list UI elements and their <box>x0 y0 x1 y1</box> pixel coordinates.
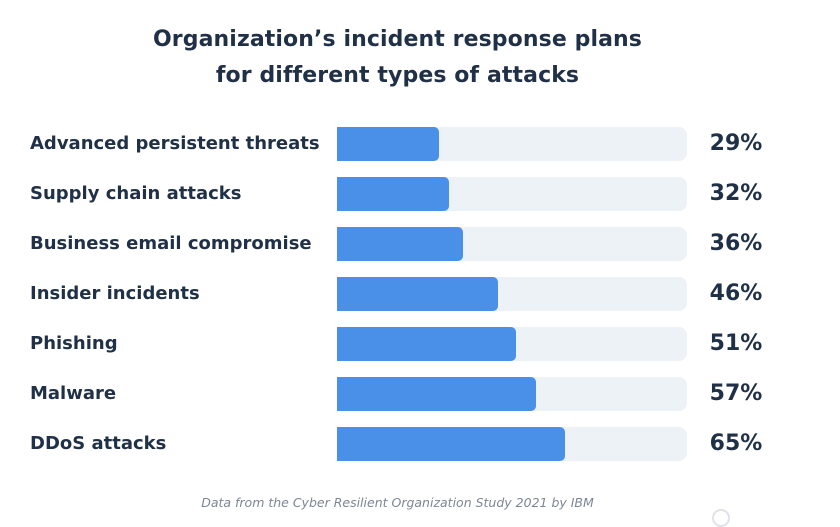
bar-track <box>337 127 687 161</box>
value-label: 32% <box>709 181 763 206</box>
category-label: Phishing <box>30 333 118 354</box>
chart-title-line-1: Organization’s incident response plans <box>153 27 642 52</box>
bar <box>337 127 439 161</box>
bar <box>337 177 449 211</box>
chart-title: Organization’s incident response plans f… <box>0 22 795 94</box>
chart-title-line-2: for different types of attacks <box>215 63 580 88</box>
value-label: 51% <box>709 331 763 356</box>
bar <box>337 327 516 361</box>
category-label: Insider incidents <box>30 283 200 304</box>
category-label: Malware <box>30 383 117 404</box>
bar-track <box>337 377 687 411</box>
bar <box>337 277 498 311</box>
bar-row: Business email compromise 36% <box>0 227 840 261</box>
bar-row: DDoS attacks 65% <box>0 427 840 461</box>
category-label: Business email compromise <box>30 233 312 254</box>
value-label: 46% <box>709 281 763 306</box>
bar-row: Supply chain attacks 32% <box>0 177 840 211</box>
value-label: 29% <box>709 131 763 156</box>
bar-row: Malware 57% <box>0 377 840 411</box>
bar-track <box>337 327 687 361</box>
bar-track <box>337 177 687 211</box>
category-label: DDoS attacks <box>30 433 167 454</box>
value-label: 36% <box>709 231 763 256</box>
bar <box>337 227 463 261</box>
circle-icon <box>712 509 730 527</box>
bar-row: Advanced persistent threats 29% <box>0 127 840 161</box>
bar-row: Insider incidents 46% <box>0 277 840 311</box>
category-label: Advanced persistent threats <box>30 133 320 154</box>
bar <box>337 427 565 461</box>
bar-track <box>337 227 687 261</box>
bar-track <box>337 277 687 311</box>
bar <box>337 377 536 411</box>
source-note: Data from the Cyber Resilient Organizati… <box>201 495 594 510</box>
bar-row: Phishing 51% <box>0 327 840 361</box>
bar-chart: Advanced persistent threats 29% Supply cha… <box>0 127 840 461</box>
value-label: 65% <box>709 431 763 456</box>
category-label: Supply chain attacks <box>30 183 242 204</box>
value-label: 57% <box>709 381 763 406</box>
bar-track <box>337 427 687 461</box>
